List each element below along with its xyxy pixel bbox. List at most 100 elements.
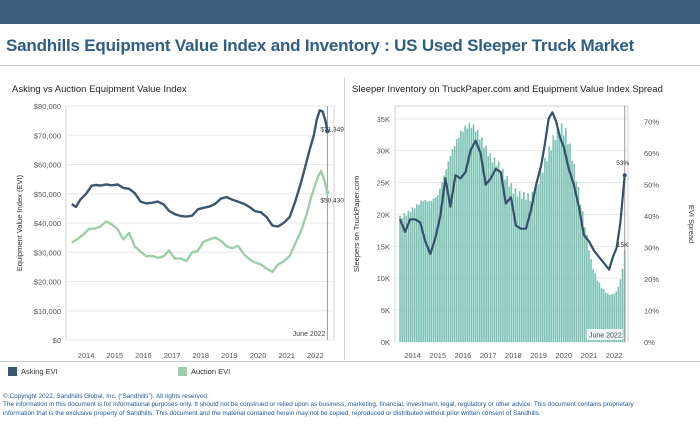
right-chart-title: Sleeper Inventory on TruckPaper.com and … xyxy=(352,84,663,95)
inventory-bar xyxy=(596,280,599,342)
inventory-bar xyxy=(594,273,597,342)
y-tick-label: $40,000 xyxy=(34,219,61,228)
inventory-bar xyxy=(558,134,561,342)
page-title: Sandhills Equipment Value Index and Inve… xyxy=(6,36,635,55)
inventory-bar xyxy=(474,131,477,342)
legend-auction-label: Auction EVI xyxy=(191,367,231,376)
inventory-bar xyxy=(506,176,508,342)
inventory-bar xyxy=(468,122,471,342)
inventory-bar xyxy=(537,184,540,342)
auction-evi-line xyxy=(71,169,329,273)
reference-line-label: June 2022 xyxy=(589,333,622,340)
inventory-bar xyxy=(577,186,580,342)
legend-divider xyxy=(0,361,700,362)
inventory-bar xyxy=(512,193,515,342)
inventory-bar xyxy=(495,166,498,342)
panel-separator xyxy=(344,78,345,360)
x-tick-label: 2022 xyxy=(307,351,324,360)
inventory-bar xyxy=(493,157,496,342)
x-tick-label: 2022 xyxy=(606,351,623,360)
inventory-bar xyxy=(478,139,481,342)
inventory-bar xyxy=(562,135,565,342)
legend-asking-label: Asking EVI xyxy=(21,367,58,376)
inventory-bar xyxy=(413,208,416,342)
x-tick-label: 2015 xyxy=(429,351,446,360)
inventory-bar xyxy=(607,293,609,342)
x-tick-label: 2020 xyxy=(555,351,572,360)
inventory-spread-chart: 0K 5K 10K 15K 20K 25K 30K 35K 0% 10% 20% 30% 40% 50% 6… xyxy=(352,105,696,360)
inventory-bar xyxy=(586,234,588,342)
inventory-bar xyxy=(615,291,618,342)
inventory-bar xyxy=(401,218,403,342)
y2-tick-label: 20% xyxy=(644,275,659,284)
inventory-bar xyxy=(430,201,433,342)
spread-end-point xyxy=(622,173,627,178)
asking-auction-chart: $0 $10,000 $20,000 $30,000 $40,000 $50,000 $60… xyxy=(15,102,344,360)
inventory-bar xyxy=(525,199,527,342)
footer-disclaimer-line1: The information in this document is for … xyxy=(3,401,634,409)
reference-line-label: June 2022 xyxy=(293,331,326,338)
inventory-bar xyxy=(481,137,483,342)
auction-end-label: $50,430 xyxy=(320,197,344,204)
x-tick-label: 2018 xyxy=(505,351,522,360)
x-tick-label: 2019 xyxy=(221,351,238,360)
inventory-bar xyxy=(453,146,456,342)
legend-asking: Asking EVI xyxy=(8,367,58,376)
top-banner xyxy=(0,0,700,24)
inventory-bar xyxy=(455,139,458,342)
inventory-bar xyxy=(472,124,475,343)
inventory-bar xyxy=(409,212,412,342)
inventory-bar xyxy=(535,182,538,342)
x-tick-label: 2016 xyxy=(455,351,472,360)
y2-tick-label: 10% xyxy=(644,307,659,316)
inventory-bar xyxy=(424,199,427,342)
inventory-bar xyxy=(399,215,401,342)
y-tick-label: 20K xyxy=(377,210,390,219)
inventory-bar xyxy=(604,293,607,342)
inventory-bar xyxy=(575,181,578,342)
y-tick-label: $0 xyxy=(53,336,61,345)
asking-evi-line xyxy=(71,109,329,228)
inventory-bar xyxy=(527,193,529,342)
inventory-bar xyxy=(432,198,435,342)
inventory-bar xyxy=(441,182,443,342)
x-tick-label: 2021 xyxy=(278,351,295,360)
inventory-bar xyxy=(548,146,550,342)
inventory-bar xyxy=(611,294,613,342)
inventory-bar xyxy=(598,282,601,342)
y-axis-title: Sleepers on TruckPaper.com xyxy=(352,176,361,272)
y2-tick-label: 0% xyxy=(644,338,655,347)
inventory-bar xyxy=(510,183,513,342)
inventory-bar xyxy=(600,287,603,342)
inventory-bar xyxy=(422,201,424,342)
x-tick-label: 2017 xyxy=(480,351,497,360)
y2-tick-label: 30% xyxy=(644,244,659,253)
auction-end-point xyxy=(325,190,330,195)
inventory-bar xyxy=(485,145,487,342)
y2-tick-label: 60% xyxy=(644,149,659,158)
inventory-bar xyxy=(491,162,494,342)
inventory-bar xyxy=(445,169,448,342)
inventory-bar xyxy=(583,227,586,342)
inventory-bar xyxy=(567,144,569,342)
inventory-bar xyxy=(476,129,479,342)
inventory-bar xyxy=(609,294,611,342)
inventory-bar xyxy=(523,192,525,342)
inventory-bar xyxy=(556,126,559,342)
x-tick-label: 2017 xyxy=(164,351,181,360)
y-tick-label: $50,000 xyxy=(34,190,61,199)
inventory-bar xyxy=(483,147,485,342)
inventory-bar xyxy=(565,128,567,342)
y-axis-title: Equipment Value Index (EVI) xyxy=(15,174,24,271)
x-tick-label: 2019 xyxy=(530,351,547,360)
inventory-bar xyxy=(560,123,563,342)
inventory-bar xyxy=(426,201,429,342)
inventory-bar xyxy=(504,179,506,342)
legend-asking-swatch xyxy=(8,367,17,376)
inventory-bar xyxy=(403,213,406,342)
inventory-bar xyxy=(428,200,431,342)
inventory-bar xyxy=(550,150,552,342)
inventory-bar xyxy=(466,128,469,342)
inventory-bar xyxy=(502,168,504,342)
inventory-bar xyxy=(451,149,454,342)
